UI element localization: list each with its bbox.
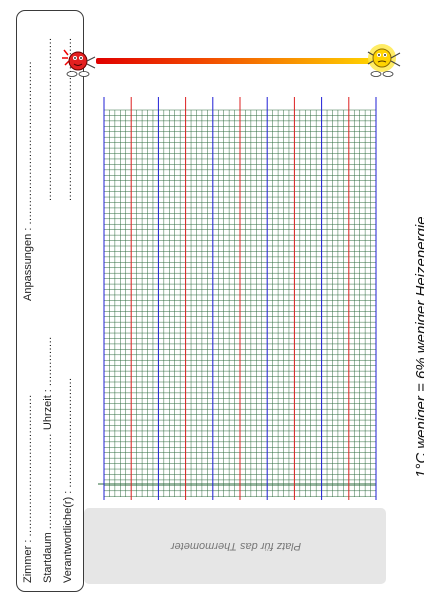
hot-thermometer-mascot-icon — [62, 49, 96, 77]
energy-saving-caption: 1°C weniger = 6% weniger Heizenergie — [413, 216, 424, 478]
cold-thermometer-mascot-icon — [367, 44, 401, 77]
form-info-box: Zimmer : ...............................… — [16, 10, 84, 592]
temperature-gradient-bar — [96, 58, 372, 64]
thermometer-placeholder-text: Platz für das Thermometer — [170, 540, 302, 552]
thermometer-placeholder-area: Platz für das Thermometer — [84, 508, 386, 584]
